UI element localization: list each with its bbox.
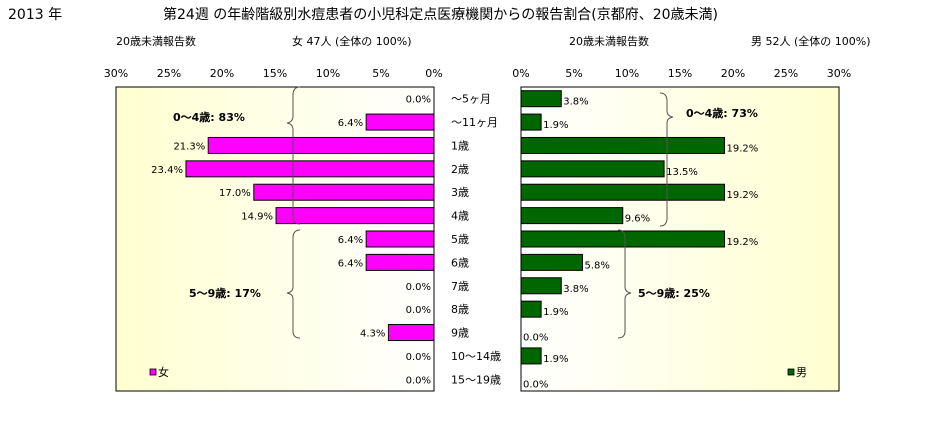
category-label: 3歳 bbox=[451, 186, 469, 199]
female-bar bbox=[365, 253, 435, 271]
male-bracket-0-4 bbox=[659, 92, 674, 227]
male-annotation-5-9: 5～9歳: 25% bbox=[638, 286, 710, 300]
female-data-label: 6.4% bbox=[338, 235, 363, 246]
male-bar bbox=[520, 277, 562, 295]
male-subtitle-right: 男 52人 (全体の 100%) bbox=[751, 34, 871, 48]
category-label: 6歳 bbox=[451, 256, 469, 269]
female-tick-label: 20% bbox=[210, 67, 234, 80]
male-tick-label: 0% bbox=[512, 67, 529, 80]
category-label: ～5ヶ月 bbox=[451, 93, 491, 106]
male-legend-swatch bbox=[787, 368, 795, 376]
male-bar bbox=[520, 300, 542, 318]
female-bar bbox=[185, 160, 435, 178]
female-data-label: 0.0% bbox=[406, 352, 431, 363]
male-data-label: 1.9% bbox=[543, 354, 568, 365]
female-data-label: 0.0% bbox=[406, 375, 431, 386]
category-label: 9歳 bbox=[451, 327, 469, 340]
female-annotation-5-9: 5～9歳: 17% bbox=[189, 286, 261, 300]
category-label: ～11ヶ月 bbox=[451, 116, 498, 129]
male-legend-label: 男 bbox=[796, 366, 807, 379]
male-tick-label: 30% bbox=[827, 67, 851, 80]
female-tick-label: 25% bbox=[157, 67, 181, 80]
category-labels: ～5ヶ月 ～11ヶ月 1歳 2歳 3歳 4歳 5歳 6歳 7歳 8歳 9歳 10～14歳 15～19歳 bbox=[451, 93, 501, 387]
female-bar bbox=[207, 136, 435, 154]
male-bar bbox=[520, 183, 726, 201]
male-annotation-0-4: 0～4歳: 73% bbox=[686, 106, 758, 120]
male-data-label: 13.5% bbox=[666, 167, 698, 178]
female-data-label: 0.0% bbox=[406, 305, 431, 316]
male-bar bbox=[520, 90, 562, 108]
male-axis-ticks: 0% 5% 10% 15% 20% 25% 30% bbox=[512, 67, 851, 80]
female-subtitle-left: 20歳未満報告数 bbox=[116, 35, 196, 48]
female-bracket-5-9 bbox=[286, 229, 301, 339]
male-bar bbox=[520, 136, 726, 154]
male-data-label: 5.8% bbox=[584, 260, 609, 271]
category-label: 8歳 bbox=[451, 303, 469, 316]
female-data-label: 6.4% bbox=[338, 118, 363, 129]
female-legend-swatch bbox=[149, 368, 157, 376]
category-label: 2歳 bbox=[451, 163, 469, 176]
female-data-label: 21.3% bbox=[173, 141, 205, 152]
male-bars: 3.8% 1.9% 19.2% 13.5% 19.2% 9.6% 19.2% 5.8% 3.8%… bbox=[520, 90, 759, 390]
female-tick-label: 10% bbox=[316, 67, 340, 80]
category-label: 1歳 bbox=[451, 139, 469, 152]
chart-title: 第24週 の年齢階級別水痘患者の小児科定点医療機関からの報告割合(京都府、20歳… bbox=[163, 6, 718, 23]
male-data-label: 3.8% bbox=[563, 284, 588, 295]
female-bracket-0-4 bbox=[286, 86, 301, 225]
category-label: 7歳 bbox=[451, 280, 469, 293]
category-label: 4歳 bbox=[451, 210, 469, 223]
male-bracket-5-9 bbox=[617, 229, 632, 339]
year-label: 2013 年 bbox=[8, 7, 62, 23]
female-subtitle-right: 女 47人 (全体の 100%) bbox=[292, 34, 412, 48]
female-data-label: 6.4% bbox=[338, 258, 363, 269]
male-tick-label: 5% bbox=[565, 67, 582, 80]
male-data-label: 3.8% bbox=[563, 97, 588, 108]
male-tick-label: 25% bbox=[774, 67, 798, 80]
female-legend-label: 女 bbox=[158, 365, 169, 379]
male-bar bbox=[520, 347, 542, 365]
male-tick-label: 15% bbox=[668, 67, 692, 80]
male-data-label: 1.9% bbox=[543, 307, 568, 318]
female-data-label: 23.4% bbox=[151, 165, 183, 176]
female-tick-label: 0% bbox=[425, 67, 442, 80]
male-data-label: 0.0% bbox=[523, 379, 548, 390]
male-bar bbox=[520, 207, 624, 225]
male-data-label: 9.6% bbox=[625, 214, 650, 225]
male-data-label: 1.9% bbox=[543, 120, 568, 131]
male-data-label: 19.2% bbox=[727, 143, 759, 154]
male-subtitle-left: 20歳未満報告数 bbox=[569, 35, 649, 48]
male-bar bbox=[520, 253, 583, 271]
male-data-label: 19.2% bbox=[727, 190, 759, 201]
female-bar bbox=[275, 207, 435, 225]
female-bar bbox=[387, 324, 435, 342]
female-bar bbox=[365, 230, 435, 248]
female-data-label: 0.0% bbox=[406, 95, 431, 106]
female-bar bbox=[253, 183, 435, 201]
female-data-label: 14.9% bbox=[241, 212, 273, 223]
category-label: 5歳 bbox=[451, 233, 469, 246]
female-tick-label: 5% bbox=[372, 67, 389, 80]
category-label: 15～19歳 bbox=[451, 373, 501, 386]
female-data-label: 4.3% bbox=[360, 329, 385, 340]
category-label: 10～14歳 bbox=[451, 350, 501, 363]
female-data-label: 0.0% bbox=[406, 282, 431, 293]
female-bars: 0.0% 6.4% 21.3% 23.4% 17.0% 14.9% 6.4% 6.4% 0.0%… bbox=[151, 95, 435, 386]
male-tick-label: 10% bbox=[615, 67, 639, 80]
female-annotation-0-4: 0～4歳: 83% bbox=[173, 110, 245, 124]
male-bar bbox=[520, 230, 726, 248]
male-tick-label: 20% bbox=[721, 67, 745, 80]
male-data-label: 0.0% bbox=[523, 333, 548, 344]
female-tick-label: 30% bbox=[104, 67, 128, 80]
female-tick-label: 15% bbox=[263, 67, 287, 80]
female-data-label: 17.0% bbox=[219, 188, 251, 199]
male-bar bbox=[520, 113, 542, 131]
male-data-label: 19.2% bbox=[727, 237, 759, 248]
female-bar bbox=[365, 113, 435, 131]
female-axis-ticks: 30% 25% 20% 15% 10% 5% 0% bbox=[104, 67, 443, 80]
male-bar bbox=[520, 160, 665, 178]
